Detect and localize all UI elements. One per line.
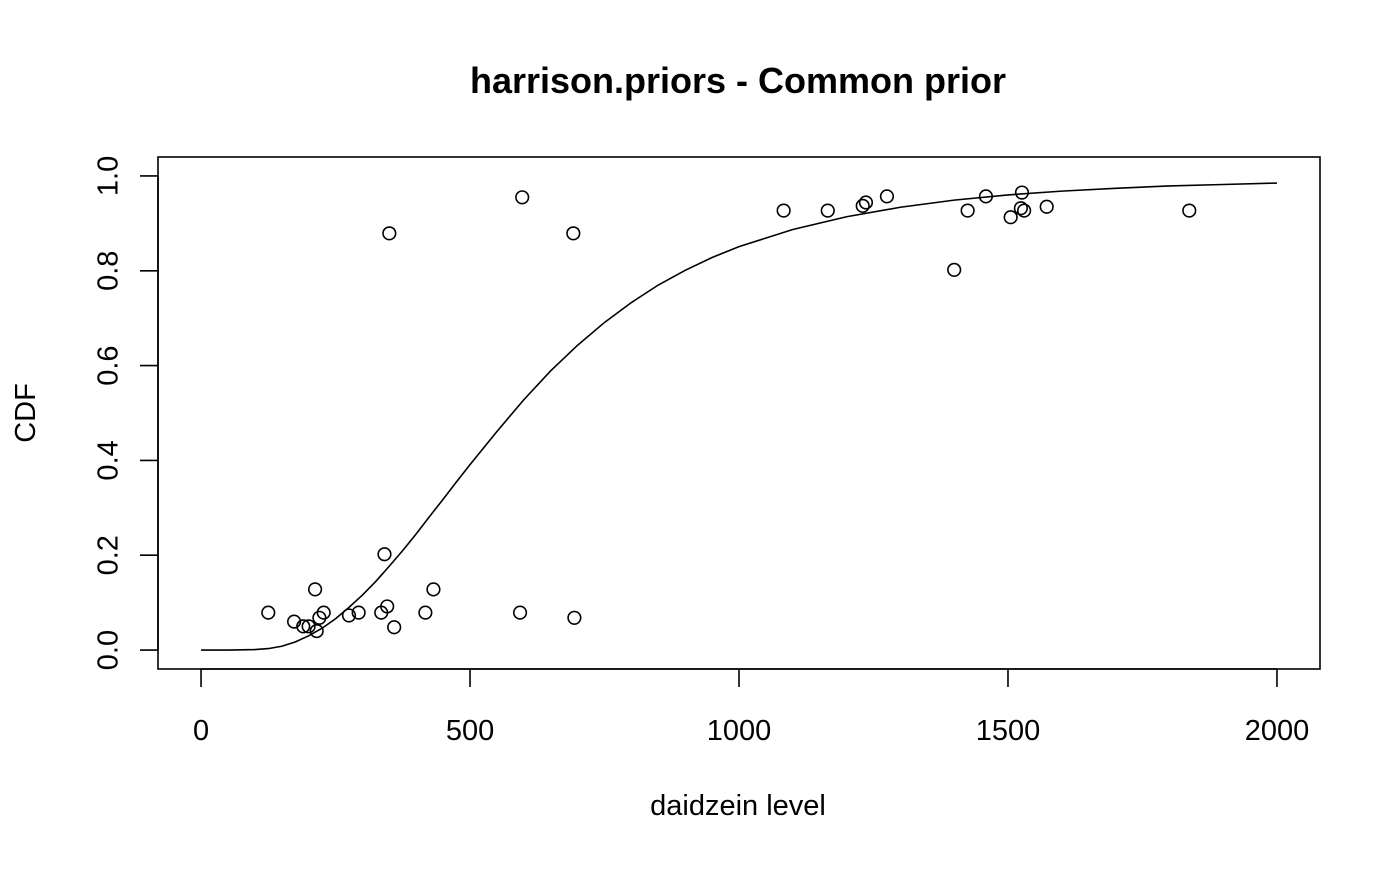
y-tick-label: 0.8 <box>93 251 125 291</box>
data-point <box>261 605 276 620</box>
data-point <box>380 599 395 614</box>
data-point <box>947 262 962 277</box>
data-point <box>426 582 441 597</box>
data-point <box>1003 210 1018 225</box>
data-point <box>1014 185 1030 200</box>
data-point <box>1182 203 1197 218</box>
y-tick-label: 1.0 <box>93 156 125 196</box>
plot-frame <box>157 156 1321 670</box>
data-point <box>879 189 895 204</box>
data-point <box>377 547 392 562</box>
data-point <box>316 605 331 620</box>
y-tick-label: 0.6 <box>93 345 125 385</box>
x-tick-label: 1000 <box>707 715 772 747</box>
x-axis-label: daidzein level <box>650 790 826 822</box>
data-point <box>567 610 582 625</box>
data-point <box>1013 201 1028 216</box>
data-point <box>960 203 975 218</box>
data-point <box>301 619 316 634</box>
x-tick-label: 0 <box>193 715 209 747</box>
chart-title: harrison.priors - Common prior <box>470 60 1006 101</box>
data-point <box>1039 199 1054 214</box>
data-point <box>566 226 581 241</box>
data-point <box>387 620 402 635</box>
x-tick-label: 1500 <box>976 715 1041 747</box>
data-point <box>858 195 874 210</box>
data-point <box>309 623 324 639</box>
data-point <box>307 582 323 597</box>
y-tick-label: 0.4 <box>93 440 125 480</box>
data-point <box>855 198 870 213</box>
x-tick-label: 500 <box>446 715 494 747</box>
x-axis: 0 500 1000 1500 2000 <box>193 668 1310 747</box>
x-tick-label: 2000 <box>1245 715 1310 747</box>
series-layer <box>201 182 1277 651</box>
cdf-curve <box>201 182 1277 651</box>
data-point <box>351 605 366 620</box>
y-tick-label: 0.2 <box>93 535 125 575</box>
y-tick-label: 0.0 <box>93 630 125 670</box>
data-point <box>512 605 528 620</box>
data-point <box>776 203 791 218</box>
data-point <box>820 203 835 218</box>
y-axis: 0.0 0.2 0.4 0.6 0.8 1.0 <box>93 156 159 670</box>
data-point <box>382 226 397 241</box>
data-point <box>1017 203 1032 218</box>
data-point <box>418 605 433 620</box>
data-point <box>341 608 357 623</box>
data-point <box>515 190 530 205</box>
data-point <box>296 619 311 634</box>
y-axis-label: CDF <box>10 383 42 443</box>
